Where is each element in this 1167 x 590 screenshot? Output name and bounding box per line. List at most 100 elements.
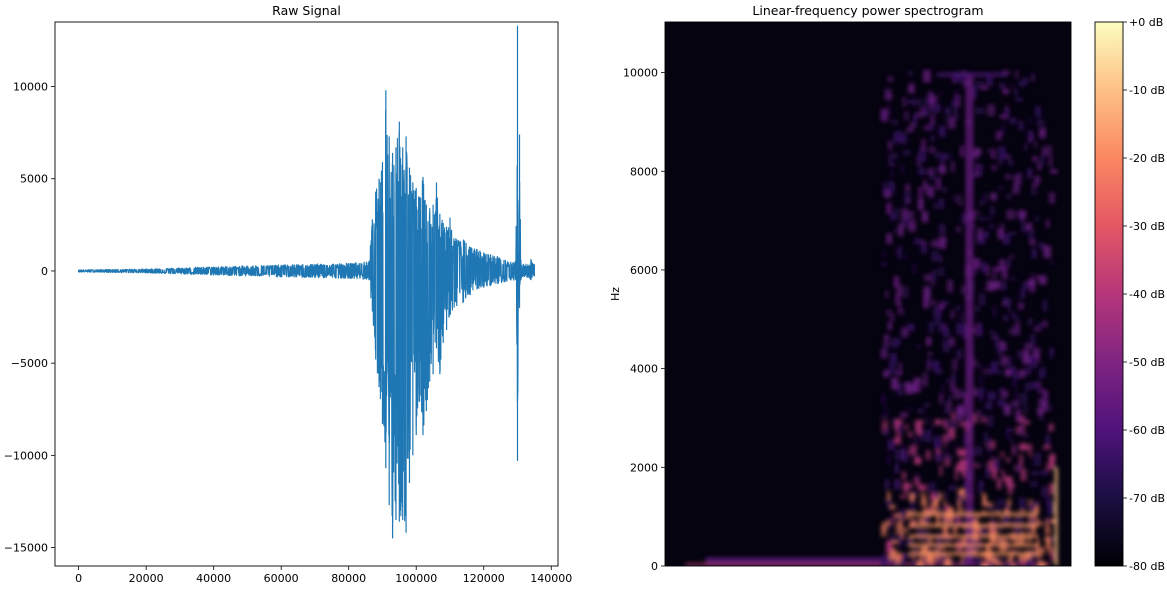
spectrogram-cell <box>905 381 912 395</box>
spectrogram-cell <box>976 227 983 240</box>
spectrogram-cell <box>911 431 914 442</box>
spectrogram-cell <box>1019 454 1023 468</box>
spectrogram-cell <box>934 419 942 425</box>
spectrogram-cell <box>1017 415 1026 423</box>
spectrogram-cell <box>973 258 981 269</box>
spectrogram-top-edge <box>937 72 1007 77</box>
spectrogram-cell <box>990 361 998 374</box>
spectrogram-cell <box>1011 400 1020 408</box>
spectrogram-cell <box>906 211 910 224</box>
spectrogram-cell <box>881 554 887 566</box>
spectrogram-cell <box>904 515 911 520</box>
spectrogram-cell <box>1045 519 1048 527</box>
spectrogram-cell <box>1002 88 1009 95</box>
spectrogram-energy <box>685 69 1058 566</box>
spectrogram-cell <box>1012 186 1020 195</box>
spectrogram-cell <box>886 540 892 553</box>
spectrogram-cell <box>1040 388 1045 393</box>
spectrogram-cell <box>983 432 988 445</box>
spectrogram-cell <box>1014 322 1020 336</box>
spectrogram-cell <box>880 414 889 418</box>
spectrogram-cell <box>891 213 895 220</box>
spectrogram-cell <box>959 312 963 322</box>
spectrogram-cell <box>958 561 964 566</box>
spectrogram-cell <box>980 418 987 423</box>
spectrogram-cell <box>1032 500 1039 508</box>
spectrogram-cell <box>886 233 892 244</box>
spectrogram-harmonic <box>908 512 1039 517</box>
spectrogram-cell <box>1048 455 1056 468</box>
spectrogram-cell <box>997 399 1005 406</box>
spectrogram-cell <box>1015 97 1023 102</box>
spectrogram-cell <box>890 313 894 322</box>
spectrogram-cell <box>947 279 953 293</box>
spectrogram-cell <box>899 526 905 539</box>
spectrogram-cell <box>1022 281 1030 290</box>
spectrogram-cell <box>950 418 958 429</box>
spectrogram-cell <box>1021 423 1024 434</box>
spectrogram-cell <box>909 383 918 394</box>
spectrogram-cell <box>1018 302 1024 310</box>
spectrogram-cell <box>944 490 948 500</box>
spectrogram-cell <box>985 467 990 478</box>
spectrogram-cell <box>946 517 950 529</box>
spectrogram-cell <box>1020 288 1026 299</box>
spectrogram-cell <box>906 323 915 332</box>
spectrogram-cell <box>939 465 943 476</box>
spectrogram-cell <box>1034 327 1041 331</box>
spectrogram-cell <box>951 100 955 106</box>
spectrogram-cell <box>1001 469 1005 478</box>
colorbar-tick-label: -50 dB <box>1129 356 1165 369</box>
spectrogram-cell <box>895 284 904 297</box>
spectrogram-cell <box>911 559 918 566</box>
spectrogram-cell <box>986 447 992 452</box>
spectrogram-cell <box>884 88 892 101</box>
spectrogram-ridge <box>965 72 974 566</box>
raw-x-tick-label: 60000 <box>264 572 299 585</box>
spectrogram-cell <box>980 232 989 238</box>
spectrogram-cell <box>1014 315 1020 322</box>
spectrogram-cell <box>1015 514 1024 524</box>
spectrogram-cell <box>889 505 896 509</box>
colorbar <box>1094 21 1124 567</box>
raw-y-tick-label: −5000 <box>11 357 48 370</box>
spectrogram-cell <box>1050 405 1053 412</box>
spectrogram-cell <box>928 537 933 544</box>
spectrogram-cell <box>998 156 1003 166</box>
spectrogram-cell <box>976 163 979 177</box>
spectrogram-cell <box>1039 414 1044 421</box>
spectrogram-cell <box>941 384 944 396</box>
spectrogram-cell <box>894 208 899 220</box>
spectrogram-cell <box>953 195 957 203</box>
spectrogram-cell <box>960 554 964 565</box>
spectrogram-cell <box>1008 498 1011 507</box>
spectrogram-cell <box>883 189 891 198</box>
spectrogram-cell <box>944 455 953 461</box>
spectrogram-cell <box>973 210 980 215</box>
spectrogram-cell <box>923 380 927 388</box>
spectrogram-cell <box>906 537 914 546</box>
spectrogram-cell <box>954 90 958 103</box>
spectrogram-cell <box>1018 428 1024 435</box>
spectrogram-cell <box>1039 275 1047 285</box>
spectrogram-cell <box>930 425 934 429</box>
spectrogram-cell <box>882 182 886 195</box>
raw-signal-title: Raw Signal <box>272 3 341 18</box>
spectrogram-cell <box>888 321 892 331</box>
spectrogram-cell <box>900 164 904 174</box>
spectrogram-cell <box>998 146 1006 160</box>
spectrogram-cell <box>885 554 892 564</box>
spectrogram-cell <box>1037 162 1042 170</box>
spectrogram-cell <box>1015 70 1019 79</box>
spectrogram-cell <box>961 537 968 548</box>
spectrogram-cell <box>888 499 892 511</box>
spectrogram-cell <box>1050 535 1057 542</box>
spectrogram-cell <box>976 526 982 533</box>
spectrogram-cell <box>973 151 980 159</box>
spectrogram-cell <box>929 173 936 181</box>
spectrogram-cell <box>979 394 983 402</box>
raw-y-tick-label: 0 <box>41 265 48 278</box>
spectrogram-cell <box>1028 118 1032 124</box>
spectrogram-cell <box>907 70 913 76</box>
spectrogram-cell <box>890 539 898 544</box>
